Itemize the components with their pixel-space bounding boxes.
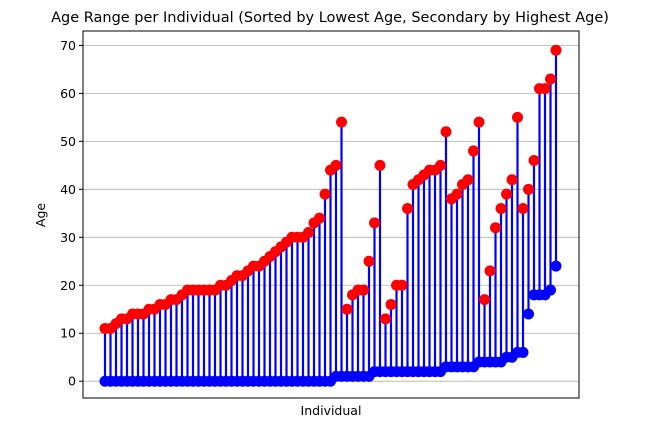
highest-age-point: [550, 44, 562, 56]
highest-age-point: [512, 111, 523, 123]
y-tick-label: 50: [60, 134, 76, 149]
plot-frame: [82, 30, 580, 399]
highest-age-point: [523, 183, 534, 195]
highest-age-point: [440, 126, 452, 138]
highest-age-point: [539, 83, 551, 95]
highest-age-point: [303, 226, 314, 238]
highest-age-point: [314, 212, 325, 224]
x-axis-label: Individual: [301, 403, 362, 418]
highest-age-point: [374, 159, 386, 171]
highest-age-point: [319, 188, 331, 200]
y-tick-label: 30: [60, 230, 76, 245]
highest-age-point: [396, 279, 408, 291]
highest-age-point: [336, 116, 347, 128]
lowest-age-point: [550, 260, 562, 272]
highest-age-point: [528, 155, 540, 167]
highest-age-point: [479, 294, 490, 306]
y-tick-label: 70: [60, 38, 76, 53]
highest-age-point: [517, 203, 529, 215]
highest-age-point: [451, 188, 463, 200]
highest-age-point: [435, 159, 446, 171]
y-tick-label: 20: [60, 278, 76, 293]
highest-age-point: [484, 265, 496, 277]
highest-age-point: [545, 73, 556, 85]
lowest-age-point: [545, 284, 556, 296]
y-axis-label: Age: [33, 203, 48, 227]
highest-age-point: [380, 313, 391, 325]
lowest-age-point: [517, 346, 529, 358]
highest-age-point: [358, 284, 369, 296]
highest-age-point: [385, 298, 397, 310]
highest-age-point: [468, 145, 479, 157]
highest-age-point: [462, 174, 474, 186]
lowest-age-points: [99, 260, 562, 387]
highest-age-point: [330, 159, 342, 171]
highest-age-point: [490, 222, 501, 234]
highest-age-point: [341, 303, 353, 315]
highest-age-point: [363, 255, 375, 267]
y-tick-label: 60: [60, 86, 76, 101]
highest-age-point: [473, 116, 485, 128]
y-tick-label: 0: [68, 374, 76, 389]
range-stems: [103, 50, 558, 382]
y-axis-ticks: 0 10 20 30 40 50 60 70: [60, 38, 83, 389]
chart-title: Age Range per Individual (Sorted by Lowe…: [51, 10, 609, 26]
highest-age-point: [501, 188, 512, 200]
highest-age-point: [369, 217, 380, 229]
y-tick-label: 40: [60, 182, 76, 197]
highest-age-points: [99, 44, 562, 334]
y-tick-label: 10: [60, 326, 76, 341]
highest-age-point: [495, 203, 507, 215]
highest-age-point: [402, 203, 413, 215]
highest-age-point: [506, 174, 518, 186]
lowest-age-point: [523, 308, 534, 320]
